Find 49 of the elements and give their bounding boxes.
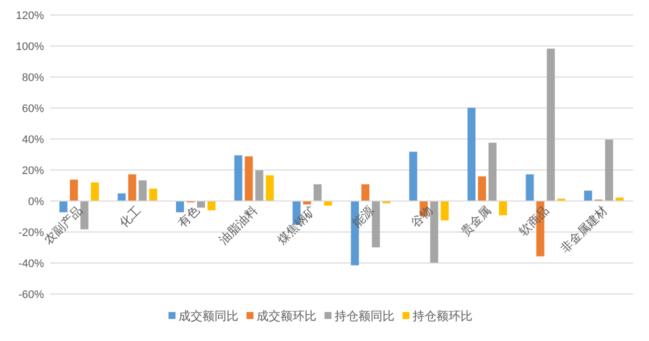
y-tick-label: -40% xyxy=(18,258,44,270)
bar xyxy=(149,188,158,201)
bar xyxy=(526,174,534,201)
y-tick-label: 0% xyxy=(28,196,44,208)
y-tick-label: -20% xyxy=(18,227,44,239)
bar xyxy=(409,152,418,201)
bar xyxy=(244,156,253,201)
bar xyxy=(208,201,216,210)
bar xyxy=(70,180,78,201)
bar xyxy=(197,201,205,208)
bar xyxy=(478,176,486,201)
y-tick-label: -60% xyxy=(18,289,44,301)
x-tick-label: 贵金属 xyxy=(458,203,494,239)
bar xyxy=(128,174,136,201)
x-tick-label: 能源 xyxy=(350,203,377,230)
bar xyxy=(234,155,242,201)
bar xyxy=(440,201,449,220)
x-tick-label: 油脂油料 xyxy=(216,203,260,248)
bar xyxy=(90,182,99,201)
bar xyxy=(314,184,322,201)
bar xyxy=(266,175,274,201)
x-tick-label: 煤焦钢矿 xyxy=(274,203,318,248)
y-tick-label: 80% xyxy=(22,72,44,84)
x-tick-label: 谷物 xyxy=(408,203,436,230)
legend-label: 成交额环比 xyxy=(256,309,316,323)
x-tick-label: 非金属建材 xyxy=(558,203,610,256)
bar xyxy=(605,140,614,201)
bar xyxy=(176,201,184,212)
y-tick-label: 40% xyxy=(22,134,44,146)
bar xyxy=(468,108,476,201)
bar xyxy=(546,48,555,201)
bar xyxy=(118,193,126,201)
y-tick-label: 60% xyxy=(22,103,44,115)
bar xyxy=(138,180,147,201)
bar xyxy=(255,170,264,201)
bar xyxy=(584,190,592,201)
bar xyxy=(59,201,68,212)
x-tick-label: 化工 xyxy=(116,203,144,230)
x-tick-label: 软商品 xyxy=(516,203,552,239)
legend-label: 持仓额同比 xyxy=(334,309,394,323)
x-tick-label: 有色 xyxy=(175,203,202,230)
bar xyxy=(499,201,507,216)
bar xyxy=(488,142,496,201)
y-tick-label: 20% xyxy=(22,165,44,177)
y-tick-label: 100% xyxy=(16,41,44,53)
legend-label: 持仓额环比 xyxy=(412,309,472,323)
y-tick-label: 120% xyxy=(16,10,44,22)
bar xyxy=(361,184,370,201)
legend-label: 成交额同比 xyxy=(178,309,238,323)
